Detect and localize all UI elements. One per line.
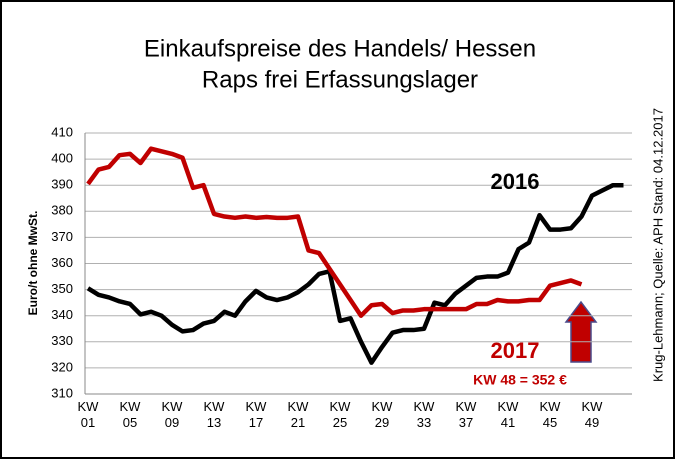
annotation: KW 48 = 352 € (473, 372, 567, 388)
y-tick-label: 330 (51, 333, 73, 348)
y-tick-label: 340 (51, 307, 73, 322)
arrow (564, 300, 598, 363)
x-tick-label: KW 25 (330, 399, 352, 430)
y-tick-label: 380 (51, 203, 73, 218)
line-series (86, 182, 624, 365)
x-tick-label: KW 05 (120, 399, 142, 430)
series-label: 2016 (491, 169, 540, 194)
y-axis-label: Euro/t ohne MwSt. (26, 211, 40, 316)
chart-subtitle: Raps frei Erfassungslager (202, 66, 478, 93)
x-tick-label: KW 37 (456, 399, 478, 430)
line-series (86, 146, 583, 318)
y-tick-label: 360 (51, 255, 73, 270)
x-tick-label: KW 17 (246, 399, 268, 430)
x-tick-label: KW 33 (414, 399, 436, 430)
x-tick-label: KW 01 (78, 399, 100, 430)
y-tick-label: 400 (51, 151, 73, 166)
y-tick-label: 390 (51, 177, 73, 192)
x-tick-label: KW 09 (162, 399, 184, 430)
y-tick-label: 370 (51, 229, 73, 244)
source-note: Krug-Lehmann; Quelle: APH Stand: 04.12.2… (650, 108, 665, 382)
series-label: 2017 (491, 338, 540, 363)
x-tick-label: KW 13 (204, 399, 226, 430)
x-tick-label: KW 41 (498, 399, 520, 430)
x-tick-label: KW 29 (372, 399, 394, 430)
x-tick-label: KW 49 (582, 399, 604, 430)
chart-title: Einkaufspreise des Handels/ Hessen (144, 35, 536, 62)
y-tick-label: 350 (51, 281, 73, 296)
y-tick-label: 320 (51, 359, 73, 374)
y-tick-label: 310 (51, 385, 73, 400)
x-tick-label: KW 21 (288, 399, 310, 430)
y-tick-label: 410 (51, 124, 73, 139)
x-tick-label: KW 45 (540, 399, 562, 430)
